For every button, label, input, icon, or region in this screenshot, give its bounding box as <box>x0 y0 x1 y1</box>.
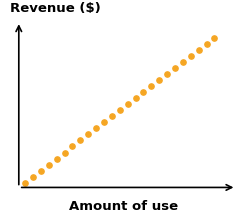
Text: Revenue ($): Revenue ($) <box>10 2 101 15</box>
Text: Amount of use: Amount of use <box>69 200 178 213</box>
